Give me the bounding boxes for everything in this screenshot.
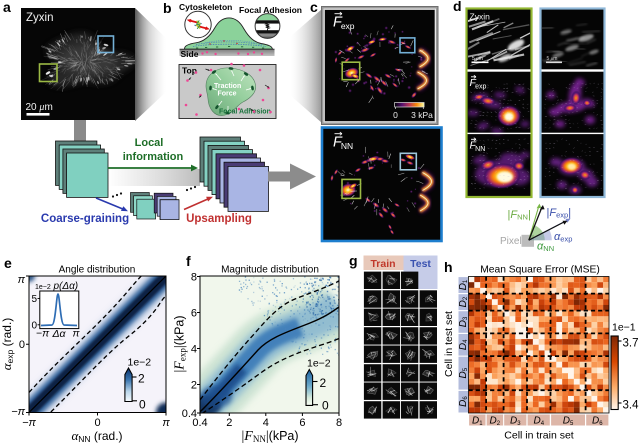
svg-text:|FNN|: |FNN| <box>508 209 531 222</box>
svg-text:Cell in train set: Cell in train set <box>504 430 574 442</box>
svg-text:π: π <box>72 328 80 340</box>
svg-text:Traction: Traction <box>214 83 241 90</box>
svg-text:0: 0 <box>19 339 25 351</box>
svg-text:F: F <box>333 15 343 31</box>
svg-text:D3: D3 <box>458 316 469 327</box>
svg-text:F: F <box>470 77 477 89</box>
svg-text:Train: Train <box>370 258 395 270</box>
svg-text:−π: −π <box>11 406 25 418</box>
svg-text:Cytoskeleton: Cytoskeleton <box>179 2 232 12</box>
svg-text:exp: exp <box>475 84 486 91</box>
svg-text:D1: D1 <box>472 416 483 428</box>
svg-text:Force: Force <box>218 91 237 98</box>
svg-text:D4: D4 <box>534 416 545 428</box>
svg-text:D3: D3 <box>510 416 521 428</box>
svg-text:D6: D6 <box>592 416 603 428</box>
svg-text:g: g <box>349 253 358 269</box>
svg-text:0: 0 <box>393 110 398 120</box>
svg-text:Magnitude distribution: Magnitude distribution <box>221 265 319 276</box>
svg-text:0: 0 <box>139 398 146 412</box>
svg-text:αexp (rad.): αexp (rad.) <box>0 318 15 371</box>
svg-text:0.4: 0.4 <box>192 417 207 429</box>
svg-text:3.4: 3.4 <box>623 400 640 412</box>
svg-text:1e−1: 1e−1 <box>612 322 636 334</box>
svg-text:Test: Test <box>410 258 431 270</box>
svg-text:2: 2 <box>226 417 232 429</box>
svg-text:|FNN|(kPa): |FNN|(kPa) <box>241 429 298 444</box>
svg-text:π: π <box>18 274 26 286</box>
svg-text:0: 0 <box>31 320 37 331</box>
svg-text:|Fexp|(kPa): |Fexp|(kPa) <box>173 315 188 372</box>
svg-text:2: 2 <box>320 376 327 390</box>
svg-text:0: 0 <box>94 417 100 429</box>
svg-text:1e−2: 1e−2 <box>35 284 51 291</box>
svg-text:|Fexp|: |Fexp| <box>547 207 572 220</box>
svg-text:Zyxin: Zyxin <box>470 12 491 22</box>
svg-text:Side: Side <box>181 49 199 59</box>
svg-text:D2: D2 <box>458 296 469 307</box>
svg-text:h: h <box>444 259 453 275</box>
svg-text:4: 4 <box>263 417 269 429</box>
svg-text:αNN (rad.): αNN (rad.) <box>71 428 122 444</box>
svg-text:Upsampling: Upsampling <box>186 213 252 225</box>
svg-text:1e−2: 1e−2 <box>128 357 152 369</box>
svg-text:8: 8 <box>336 417 342 429</box>
svg-text:5 μm: 5 μm <box>472 56 483 62</box>
svg-text:F: F <box>470 140 477 152</box>
svg-text:5 μm: 5 μm <box>547 56 558 62</box>
svg-text:Local: Local <box>135 137 164 149</box>
svg-text:Zyxin: Zyxin <box>26 12 53 24</box>
svg-text:D6: D6 <box>458 396 469 407</box>
svg-text:d: d <box>453 0 462 14</box>
svg-text:D1: D1 <box>458 279 469 290</box>
svg-text:Top: Top <box>182 66 197 76</box>
svg-text:F: F <box>333 135 343 151</box>
svg-text:c: c <box>310 0 318 15</box>
svg-text:exp: exp <box>341 21 355 31</box>
svg-text:2: 2 <box>191 380 197 392</box>
svg-text:Focal Adhesion: Focal Adhesion <box>219 109 271 116</box>
svg-text:4: 4 <box>191 344 197 356</box>
svg-text:b: b <box>163 0 172 16</box>
svg-text:3 kPa: 3 kPa <box>411 110 433 120</box>
svg-text:20 μm: 20 μm <box>26 102 53 113</box>
svg-text:D2: D2 <box>490 416 501 428</box>
svg-text:e: e <box>4 255 12 271</box>
svg-text:information: information <box>123 151 184 163</box>
svg-text:NN: NN <box>341 141 353 151</box>
svg-text:D5: D5 <box>563 416 574 428</box>
svg-text:Focal Adhesion: Focal Adhesion <box>239 5 302 15</box>
svg-text:NN: NN <box>475 146 485 153</box>
svg-text:5: 5 <box>31 294 37 305</box>
svg-text:π: π <box>162 417 170 429</box>
svg-text:αexp: αexp <box>554 231 572 244</box>
svg-text:p(Δα): p(Δα) <box>53 281 79 292</box>
svg-text:Cell in test set: Cell in test set <box>443 311 455 377</box>
svg-text:2: 2 <box>138 372 145 386</box>
svg-text:Δα: Δα <box>51 328 66 340</box>
svg-text:Coarse-graining: Coarse-graining <box>41 213 129 225</box>
svg-text:6: 6 <box>191 308 197 320</box>
svg-text:6: 6 <box>299 417 305 429</box>
svg-text:−π: −π <box>22 417 36 429</box>
svg-text:D4: D4 <box>458 339 469 350</box>
svg-text:Mean Square Error (MSE): Mean Square Error (MSE) <box>480 265 600 276</box>
svg-text:Angle distribution: Angle distribution <box>59 265 136 276</box>
svg-text:αNN: αNN <box>537 241 554 254</box>
svg-text:f: f <box>186 253 191 269</box>
svg-text:D5: D5 <box>458 367 469 378</box>
svg-text:−π: −π <box>36 328 50 340</box>
svg-text:1e−2: 1e−2 <box>307 358 331 370</box>
svg-text:3.7: 3.7 <box>623 338 639 350</box>
svg-text:a: a <box>3 0 11 15</box>
svg-text:0: 0 <box>322 399 329 413</box>
svg-text:0.4: 0.4 <box>182 408 197 420</box>
svg-text:Pixel: Pixel <box>500 236 522 247</box>
svg-text:8: 8 <box>191 272 197 284</box>
